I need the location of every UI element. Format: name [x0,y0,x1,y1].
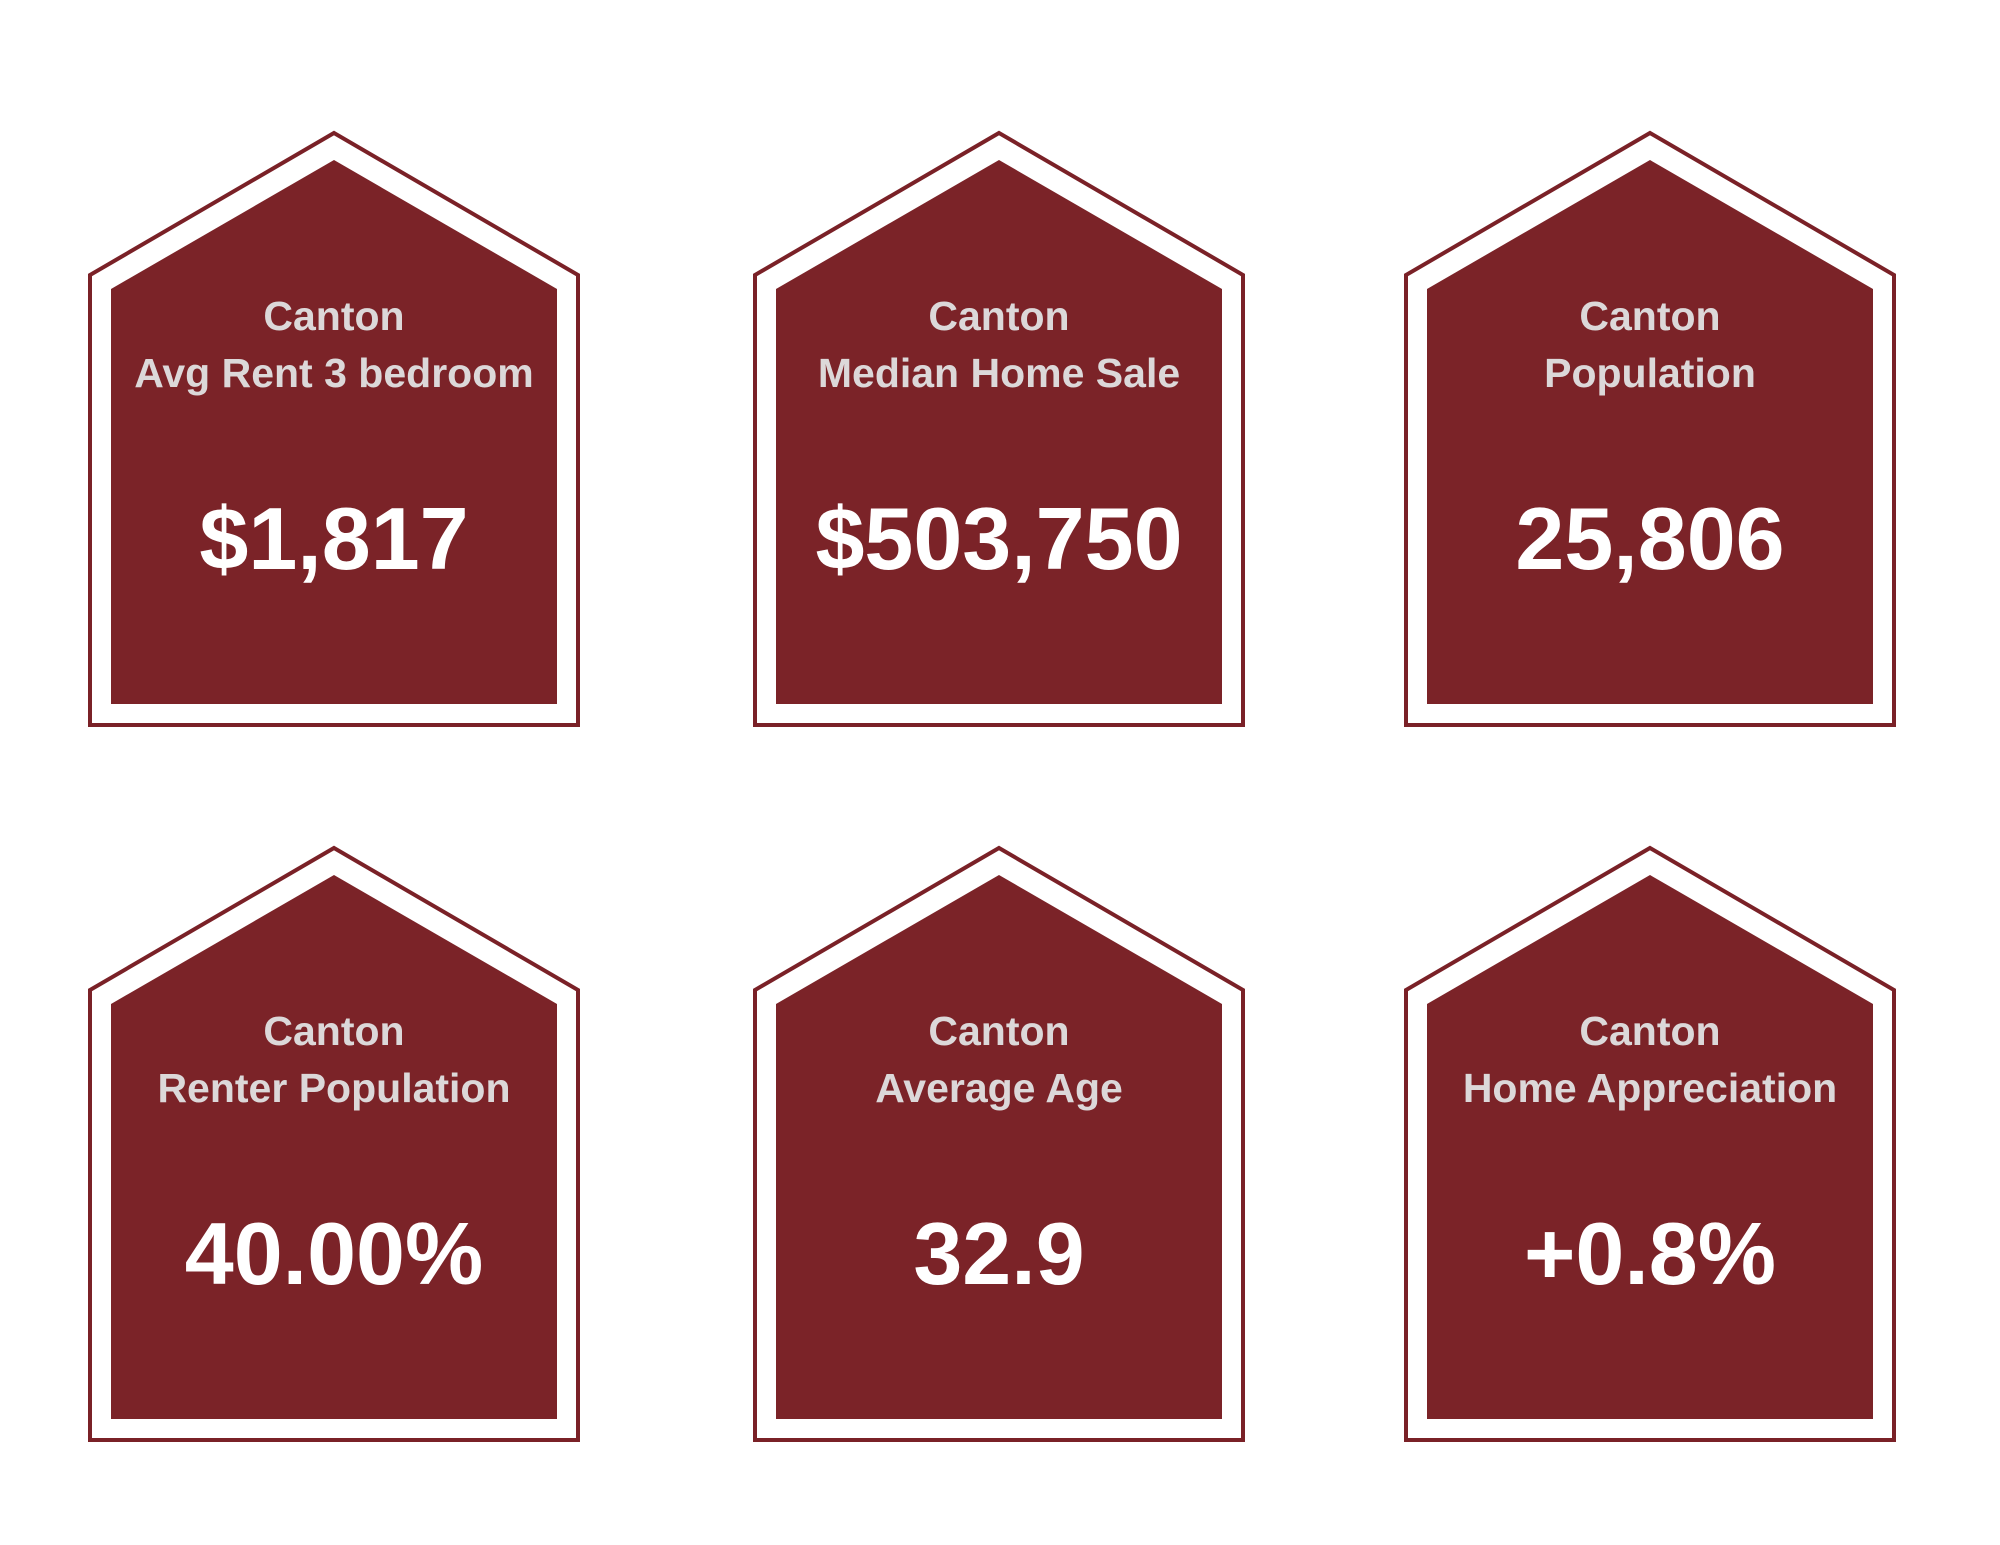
house-outline [753,130,1245,727]
house-fill [1427,160,1873,704]
card-label: Canton Renter Population [111,1003,557,1117]
card-label: Canton Population [1427,288,1873,402]
house-outline [753,845,1245,1442]
house-outline [88,845,580,1442]
card-label-line2: Median Home Sale [817,350,1181,396]
card-label-line2: Average Age [875,1065,1123,1111]
card-label: Canton Average Age [776,1003,1222,1117]
card-label-line2: Avg Rent 3 bedroom [134,350,534,396]
card-label-line1: Canton [1579,1008,1721,1054]
stat-card-population: Canton Population 25,806 [1403,130,1897,728]
house-fill [111,160,557,704]
stat-card-avg-rent: Canton Avg Rent 3 bedroom $1,817 [87,130,581,728]
house-outline [1404,845,1896,1442]
house-shape-icon [1404,130,1896,727]
house-outline [88,130,580,727]
card-label: Canton Home Appreciation [1427,1003,1873,1117]
house-shape-icon [88,130,580,727]
card-value: $1,817 [199,489,469,588]
card-label-line1: Canton [1579,293,1721,339]
card-value: 25,806 [1515,489,1785,588]
house-fill [111,875,557,1419]
house-fill [776,160,1222,704]
card-value: $503,750 [815,489,1183,588]
card-value: 32.9 [913,1204,1085,1303]
house-shape-icon [753,845,1245,1442]
house-shape-icon [88,845,580,1442]
card-value: 40.00% [184,1204,484,1303]
card-label-line1: Canton [263,293,405,339]
card-label-line2: Renter Population [157,1065,511,1111]
card-label: Canton Avg Rent 3 bedroom [111,288,557,402]
card-label-line1: Canton [928,293,1070,339]
house-shape-icon [753,130,1245,727]
card-label: Canton Median Home Sale [776,288,1222,402]
house-fill [776,875,1222,1419]
stat-card-average-age: Canton Average Age 32.9 [752,845,1246,1443]
stat-card-home-appreciation: Canton Home Appreciation +0.8% [1403,845,1897,1443]
card-label-line1: Canton [263,1008,405,1054]
house-outline [1404,130,1896,727]
house-shape-icon [1404,845,1896,1442]
card-label-line2: Population [1544,350,1756,396]
stat-card-renter-population: Canton Renter Population 40.00% [87,845,581,1443]
house-fill [1427,875,1873,1419]
card-label-line1: Canton [928,1008,1070,1054]
card-value: +0.8% [1524,1204,1776,1303]
card-label-line2: Home Appreciation [1462,1065,1838,1111]
stat-card-median-home-sale: Canton Median Home Sale $503,750 [752,130,1246,728]
